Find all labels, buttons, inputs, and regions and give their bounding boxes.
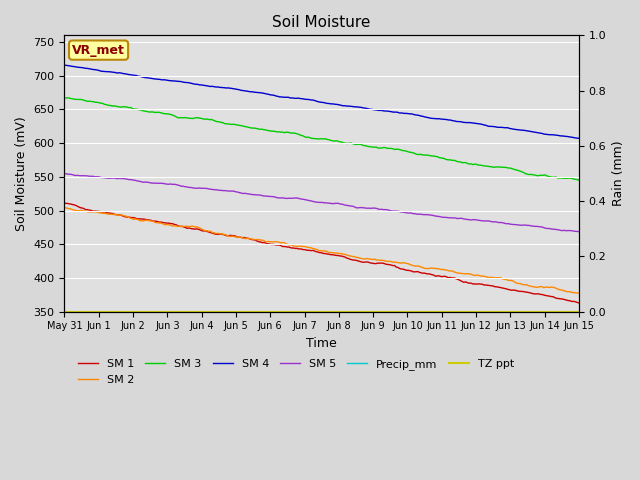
SM 1: [68, 202, 76, 207]
SM 2: [61, 205, 68, 211]
TZ ppt: [61, 309, 68, 314]
SM 3: [349, 141, 357, 147]
SM 2: [349, 253, 357, 259]
Line: SM 4: SM 4: [65, 65, 579, 138]
Line: SM 5: SM 5: [65, 173, 579, 232]
Precip_mm: [214, 309, 222, 314]
SM 1: [483, 282, 491, 288]
TZ ppt: [481, 309, 489, 314]
SM 1: [489, 283, 497, 289]
SM 5: [67, 171, 74, 177]
TZ ppt: [174, 309, 182, 314]
SM 3: [61, 95, 68, 101]
TZ ppt: [488, 309, 495, 314]
SM 5: [488, 219, 495, 225]
Precip_mm: [575, 309, 583, 314]
SM 2: [67, 206, 74, 212]
TZ ppt: [67, 309, 74, 314]
SM 3: [575, 178, 583, 183]
SM 4: [481, 122, 489, 128]
SM 2: [214, 230, 222, 236]
TZ ppt: [349, 309, 357, 314]
SM 4: [61, 62, 68, 68]
Precip_mm: [61, 309, 68, 314]
Text: VR_met: VR_met: [72, 44, 125, 57]
SM 5: [481, 218, 489, 224]
SM 1: [176, 223, 184, 229]
SM 4: [349, 104, 357, 109]
SM 2: [481, 274, 489, 279]
X-axis label: Time: Time: [307, 337, 337, 350]
SM 1: [351, 257, 358, 263]
SM 5: [349, 204, 357, 209]
Y-axis label: Rain (mm): Rain (mm): [612, 141, 625, 206]
Precip_mm: [481, 309, 489, 314]
SM 3: [214, 119, 222, 124]
SM 2: [488, 275, 495, 280]
SM 5: [174, 182, 182, 188]
SM 1: [216, 231, 223, 237]
Y-axis label: Soil Moisture (mV): Soil Moisture (mV): [15, 116, 28, 231]
SM 4: [575, 135, 583, 141]
SM 3: [481, 163, 489, 169]
Precip_mm: [67, 309, 74, 314]
Title: Soil Moisture: Soil Moisture: [273, 15, 371, 30]
SM 4: [488, 123, 495, 129]
TZ ppt: [214, 309, 222, 314]
TZ ppt: [575, 309, 583, 314]
SM 1: [62, 201, 70, 206]
SM 1: [61, 201, 68, 206]
Precip_mm: [174, 309, 182, 314]
SM 3: [488, 164, 495, 169]
SM 4: [67, 63, 74, 69]
SM 5: [214, 187, 222, 193]
Legend: SM 1, SM 2, SM 3, SM 4, SM 5, Precip_mm, TZ ppt: SM 1, SM 2, SM 3, SM 4, SM 5, Precip_mm,…: [74, 355, 518, 389]
SM 5: [575, 229, 583, 235]
SM 2: [575, 290, 583, 296]
Line: SM 3: SM 3: [65, 98, 579, 180]
SM 4: [214, 84, 222, 90]
Line: SM 2: SM 2: [65, 208, 579, 293]
SM 1: [575, 300, 583, 306]
Precip_mm: [488, 309, 495, 314]
SM 5: [61, 170, 68, 176]
SM 4: [174, 78, 182, 84]
Precip_mm: [349, 309, 357, 314]
SM 3: [174, 115, 182, 120]
SM 2: [174, 224, 182, 229]
Line: SM 1: SM 1: [65, 204, 579, 303]
SM 3: [67, 96, 74, 101]
